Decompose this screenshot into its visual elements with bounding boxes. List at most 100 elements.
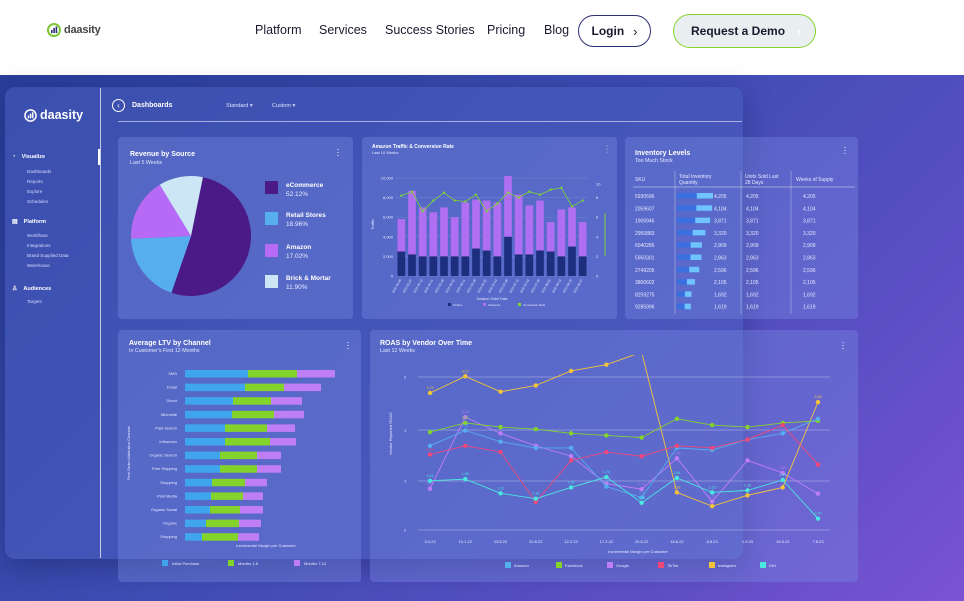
orders-bar [525,254,534,276]
roas-point [568,485,574,490]
roas-data-label: 3.50 [815,395,822,399]
sessions-bar [397,219,406,252]
login-button[interactable]: Login › [578,15,651,47]
more-options-icon[interactable]: · · · [336,144,340,160]
sidebar-item-integrations[interactable]: Integrations [27,243,51,248]
roas-point [780,477,785,483]
sidebar-item-warehouse[interactable]: Warehouse [27,263,50,268]
conversion-rate-point [506,191,510,194]
sku-cell: 1906946 [635,219,655,225]
more-options-icon[interactable]: · · · [605,143,609,156]
daasity-logo[interactable]: daasity [47,23,101,37]
sidebar-item-reports[interactable]: Reports [27,179,43,184]
ltv-bar-segment [267,424,295,432]
roas-data-label: 1.80 [779,466,786,470]
legend-label: TikTok [667,563,678,568]
y-tick-label: 0 [391,274,394,279]
more-options-icon[interactable]: · · · [843,142,847,158]
x-tick-label: 8.8.23 [707,539,719,544]
legend-swatch [265,181,278,194]
column-header: Total Inventory [679,174,712,180]
roas-data-label: 1.11 [709,495,716,499]
sidebar-section-platform[interactable]: ▤ Platform [12,218,46,226]
sidebar-item-schedules[interactable]: Schedules [27,199,49,204]
orders-bar [472,248,480,276]
active-indicator [98,149,100,165]
ltv-bar-segment [245,478,267,487]
roas-data-label: 1.31 [497,486,504,490]
roas-point [533,499,539,505]
sessions-bar [525,205,534,255]
nav-blog[interactable]: Blog [544,23,570,37]
ltv-bar-segment [245,383,284,392]
sidebar-item-targets[interactable]: Targets [27,299,42,304]
nav-platform[interactable]: Platform [255,23,302,37]
sidebar-section-visualize[interactable]: ◔ Visualize [12,154,45,160]
quantity-cell: 2,596 [714,268,727,274]
roas-point [745,493,750,498]
sidebar-item-workflows[interactable]: Workflows [27,233,48,238]
ltv-bar-segment [185,478,212,487]
conversion-rate-point [581,199,584,202]
roas-data-label: 1.08 [638,496,645,500]
x-tick-label: 2022-06-25 [476,278,487,294]
legend-swatch [556,562,562,568]
more-options-icon[interactable]: · · · [346,337,350,353]
x-tick-label: 2022-06-04 [444,278,455,294]
y2-tick-label: 2 [596,254,599,259]
conversion-rate-line [401,187,583,212]
chart-icon: ◔ [12,154,16,160]
chevron-left-icon: ‹ [117,101,120,110]
roas-line [429,416,819,503]
x-axis-label: Incremental Margin per Customer [236,543,296,548]
category-label: Paid Media [157,493,178,498]
roas-point [709,499,715,504]
sidebar-section-audiences[interactable]: ♙ Audiences [12,285,51,293]
weeks-supply-cell: 3,871 [803,219,816,225]
inventory-bar-highlight [690,242,702,248]
legend-label: Conversion Rate [523,303,546,307]
sidebar-item-dashboards[interactable]: Dashboards [27,169,52,174]
weeks-supply-cell: 1,692 [803,292,816,298]
dashboard-logo[interactable]: daasity [24,108,83,122]
back-button[interactable]: ‹ [112,99,125,112]
custom-dropdown[interactable]: Custom ▾ [272,103,295,109]
ltv-bar-segment [225,438,270,446]
quantity-cell: 4,205 [714,194,727,200]
ltv-bar-segment [243,492,263,500]
x-tick-label: 2022-06-11 [455,278,466,293]
orders-bar [408,254,416,276]
sidebar-item-explore[interactable]: Explore [27,189,43,194]
roas-data-label: 4.12 [462,369,469,373]
roas-line [429,355,819,507]
nav-pricing[interactable]: Pricing [487,23,526,37]
nav-services[interactable]: Services [319,23,367,37]
ltv-bar-segment [257,465,281,473]
request-demo-button[interactable]: Request a Demo › [673,14,816,48]
legend-percent: 11.90% [286,284,308,291]
legend-label: eCommerce [286,182,324,189]
inventory-bar [677,229,706,236]
orders-bar [546,251,555,276]
x-tick-label: 2022-05-28 [434,278,445,294]
roas-point [427,486,433,491]
standard-dropdown[interactable]: Standard ▾ [226,103,253,109]
sidebar-item-brand-supplied-data[interactable]: Brand Supplied Data [27,253,69,258]
category-label: Email [167,385,177,390]
x-tick-label: 20.8.22 [529,539,543,544]
x-tick-label: 20.8.22 [635,539,649,544]
conversion-rate-point [400,194,403,197]
chevron-right-icon: › [797,23,802,39]
x-axis-label: Incremental Margin per Customer [608,549,668,554]
roas-data-label: 1.38 [744,483,751,487]
more-options-icon[interactable]: · · · [841,337,845,353]
x-tick-label: 7.8.23 [812,539,824,544]
request-demo-label: Request a Demo [691,24,786,38]
roas-data-label: 1.41 [638,482,645,486]
legend-swatch [709,562,715,568]
caret-down-icon: ▾ [292,103,296,109]
nav-success-stories[interactable]: Success Stories [385,23,475,37]
roas-data-label: 1.63 [779,473,786,477]
legend-label: Instagram [718,563,736,568]
card-title: Amazon Traffic & Conversion Rate [372,144,454,150]
